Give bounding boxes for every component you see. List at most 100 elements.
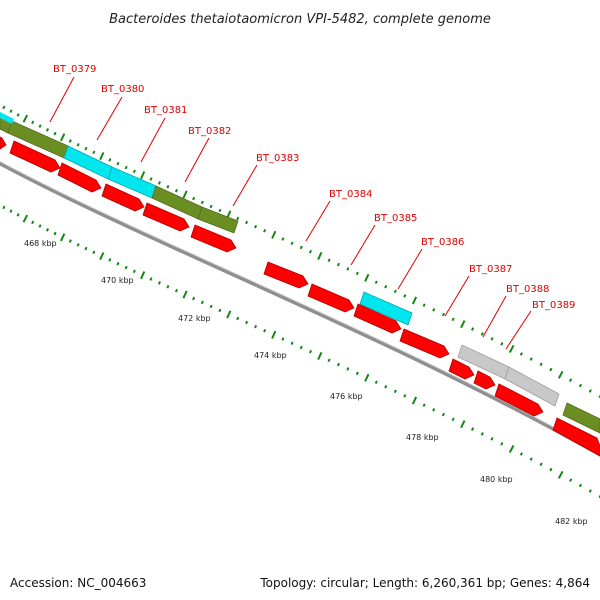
gene-arrow (473, 370, 496, 390)
gene-arrow (101, 183, 145, 212)
scale-tick (336, 362, 341, 367)
scale-tick (557, 470, 564, 479)
label-leader (350, 224, 376, 266)
scale-tick (281, 237, 285, 241)
gene-label: BT_0381 (144, 105, 187, 116)
scale-tick (236, 216, 240, 221)
scale-tick (393, 389, 397, 394)
scale-tick (166, 184, 170, 189)
scale-tick (336, 262, 341, 267)
gene-arrow (494, 383, 544, 417)
scale-tick (53, 131, 57, 136)
scale-tick (92, 250, 96, 255)
scale-tick (76, 243, 80, 247)
scale-tick (209, 304, 213, 309)
scale-tick (519, 352, 523, 356)
scale-tick (2, 105, 6, 110)
gene-label: BT_0389 (532, 300, 575, 311)
label-leader (96, 96, 123, 141)
gene-label: BT_0380 (101, 84, 144, 95)
scale-tick (16, 113, 20, 117)
scale-label: 482 kbp (555, 517, 588, 526)
scale-tick (53, 231, 57, 236)
scale-tick (460, 420, 466, 429)
label-leader (482, 295, 507, 338)
scale-tick (451, 417, 455, 422)
scale-tick (124, 165, 128, 170)
scale-tick (422, 403, 426, 407)
scale-tick (308, 349, 313, 354)
scale-tick (403, 294, 407, 298)
scale-tick (480, 332, 484, 336)
scale-tick (254, 224, 258, 229)
gene-arrow (142, 202, 190, 232)
scale-tick (308, 249, 313, 254)
scale-tick (346, 367, 350, 371)
scale-tick (218, 308, 222, 313)
scale-tick (299, 345, 303, 350)
gene-arrow (552, 417, 600, 457)
scale-tick (384, 284, 388, 289)
scale-tick (460, 320, 466, 329)
label-leader (49, 76, 75, 123)
scale-tick (500, 342, 504, 346)
scale-tick (157, 181, 162, 185)
outer-feature-track (0, 112, 600, 434)
scale-tick (84, 146, 88, 151)
scale-tick (588, 489, 592, 493)
scale-tick (99, 152, 105, 161)
gene-arrow (448, 358, 475, 380)
scale-tick (290, 241, 294, 246)
scale-tick (549, 367, 553, 372)
scale-tick (490, 437, 494, 441)
gene-label: BT_0382 (188, 126, 231, 137)
scale-tick (236, 316, 240, 321)
feature-grey (504, 366, 560, 407)
scale-tick (174, 288, 179, 293)
scale-tick (451, 317, 455, 322)
scale-tick (299, 245, 303, 250)
scale-tick (149, 277, 153, 281)
gene-arrow (0, 136, 7, 150)
scale-tick (539, 462, 543, 467)
scale-tick (76, 143, 80, 147)
scale-tick (508, 444, 515, 453)
scale-tick (149, 177, 153, 181)
topology-text: Topology: circular; Length: 6,260,361 bp… (260, 576, 590, 590)
scale-tick (9, 209, 13, 213)
scale-tick (500, 442, 504, 446)
scale-label: 468 kbp (24, 239, 57, 248)
scale-tick (411, 396, 418, 405)
scale-tick (22, 114, 29, 123)
scale-tick (22, 214, 29, 223)
label-leader (232, 164, 258, 207)
scale-label: 470 kbp (101, 276, 134, 285)
scale-label-layer: 468 kbp 470 kbp 472 kbp 474 kbp 476 kbp … (24, 239, 588, 526)
scale-tick (441, 412, 446, 417)
feature-cyan (359, 291, 413, 326)
scale-tick (254, 324, 258, 329)
scale-tick (364, 273, 370, 282)
gene-label: BT_0387 (469, 264, 512, 275)
scale-tick (539, 362, 543, 367)
gene-label: BT_0384 (329, 189, 372, 200)
scale-tick (317, 251, 323, 261)
label-leader (397, 248, 423, 290)
scale-tick (60, 133, 66, 142)
scale-tick (209, 204, 213, 209)
scale-tick (16, 213, 20, 217)
scale-tick (132, 169, 136, 174)
scale-tick (470, 427, 475, 431)
gene-arrow (190, 224, 237, 253)
gene-arrow (353, 303, 402, 334)
label-leader (305, 200, 331, 242)
scale-tick (374, 280, 378, 285)
scale-tick (174, 188, 179, 193)
scale-tick (45, 128, 50, 132)
scale-tick (182, 190, 188, 199)
gene-arrow (9, 140, 61, 173)
gene-arrow (399, 328, 450, 359)
label-leader (140, 117, 166, 163)
